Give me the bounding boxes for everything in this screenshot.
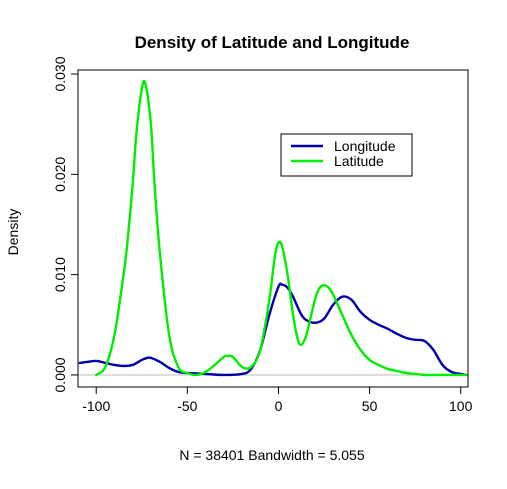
x-tick-label: 50 [362,398,378,414]
y-axis-label: Density [5,209,21,256]
y-tick-label: 0.000 [52,357,68,392]
x-tick-label: -50 [177,398,197,414]
x-axis-label: N = 38401 Bandwidth = 5.055 [179,447,364,463]
axes: -100 -50 0 50 100 0.000 0.010 0.020 0.030 [52,56,473,414]
y-tick-label: 0.010 [52,257,68,292]
x-tick-label: 100 [449,398,473,414]
x-tick-label: 0 [275,398,283,414]
chart-title: Density of Latitude and Longitude [135,33,410,52]
y-tick-label: 0.020 [52,157,68,192]
plot-frame [77,69,469,388]
y-tick-label: 0.030 [52,56,68,91]
x-tick-label: -100 [82,398,110,414]
plot-area [78,79,468,377]
legend-box [280,133,413,177]
series-line-longitude [78,282,468,377]
legend-label-longitude: Longitude [334,138,396,154]
legend-label-latitude: Latitude [334,153,384,169]
series-line-latitude [95,79,468,377]
